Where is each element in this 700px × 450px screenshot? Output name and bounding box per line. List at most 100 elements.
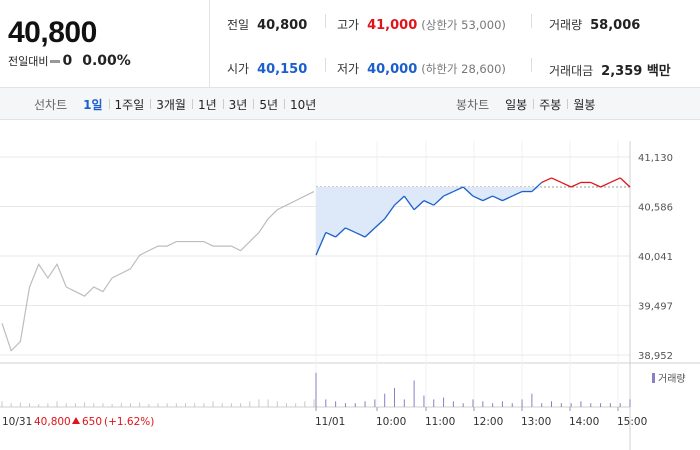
stat-label: 거래대금 — [549, 64, 594, 78]
stat-value: 2,359 백만 — [601, 64, 671, 79]
divider — [325, 14, 326, 28]
stat-label: 시가 — [227, 62, 250, 76]
stat-low: 저가 40,000 (하한가 28,600) — [337, 60, 506, 77]
chart-tab-bar: 선차트 1일 1주일 3개월 1년 3년 5년 10년 봉차트 일봉 주봉 월봉 — [0, 88, 700, 120]
change-label: 전일대비 — [8, 55, 49, 68]
today-line-segment — [590, 181, 601, 188]
stat-amount: 거래대금 2,359 백만 — [549, 60, 671, 79]
stat-open: 시가 40,150 — [227, 60, 307, 77]
divider — [531, 14, 532, 28]
tab-1week[interactable]: 1주일 — [108, 96, 151, 113]
x-tick-label: 14:00 — [569, 416, 599, 428]
today-line-segment — [570, 181, 582, 188]
y-tick-label: 39,497 — [638, 301, 673, 312]
x-tick-label: 11/01 — [315, 416, 345, 428]
change-value: 0 — [62, 53, 73, 69]
x-tick-label: 13:00 — [521, 416, 551, 428]
lower-limit-value: (하한가 28,600) — [421, 62, 506, 76]
stat-value: 40,000 — [367, 62, 418, 77]
today-line-segment — [511, 190, 523, 197]
today-line-segment — [364, 227, 376, 238]
tab-monthly-candle[interactable]: 월봉 — [567, 96, 601, 113]
today-line-segment — [433, 195, 445, 206]
divider — [325, 58, 326, 72]
tab-3years[interactable]: 3년 — [222, 96, 254, 113]
stats-panel: 전일 40,800 고가 41,000 (상한가 53,000) 거래량 58,… — [211, 0, 700, 88]
x-tick-label: 15:00 — [617, 416, 647, 428]
y-tick-label: 40,586 — [638, 202, 673, 213]
stat-value: 58,006 — [590, 18, 641, 33]
stock-summary: 40,800 전일대비 0 0.00% 전일 40,800 고가 41,000 … — [0, 0, 700, 88]
today-line-segment — [384, 204, 396, 220]
tab-1day[interactable]: 1일 — [83, 97, 103, 112]
today-line-segment — [325, 231, 336, 238]
today-line-segment — [315, 232, 327, 256]
prev-day-close: 40,800 — [34, 416, 71, 428]
tab-weekly-candle[interactable]: 주봉 — [533, 96, 567, 113]
today-line-segment — [374, 218, 386, 229]
today-line-segment — [354, 231, 366, 238]
stat-label: 전일 — [227, 18, 250, 32]
tab-3months[interactable]: 3개월 — [150, 96, 192, 113]
x-tick-label: 10:00 — [376, 416, 406, 428]
today-line-segment — [600, 181, 611, 188]
today-line-segment — [335, 227, 346, 238]
volume-legend-label: 거래량 — [658, 373, 686, 385]
x-tick-label: 11:00 — [425, 416, 455, 428]
today-line-segment — [472, 195, 484, 202]
stat-value: 41,000 — [367, 18, 418, 33]
price-chart: 41,130 40,586 40,041 39,497 38,952 거래량 11/01… — [0, 121, 700, 450]
volume-legend-swatch — [652, 373, 655, 383]
flat-change-icon — [50, 59, 61, 63]
today-line-segment — [413, 200, 425, 211]
today-line-segment — [394, 195, 405, 206]
y-tick-label: 38,952 — [638, 351, 673, 362]
today-line-segment — [492, 195, 503, 202]
today-line-segment — [453, 186, 464, 193]
today-line-segment — [403, 195, 415, 211]
chart-svg: 41,130 40,586 40,041 39,497 38,952 거래량 11/01… — [0, 141, 700, 450]
stat-label: 거래량 — [549, 18, 583, 32]
prev-day-rate: (+1.62%) — [104, 416, 154, 428]
y-tick-label: 41,130 — [638, 153, 673, 164]
line-chart-tabs: 선차트 1일 1주일 3개월 1년 3년 5년 10년 — [34, 88, 322, 120]
today-line-segment — [482, 195, 493, 202]
up-triangle-icon — [72, 417, 80, 424]
today-line-segment — [610, 177, 621, 184]
today-line-segment — [531, 181, 543, 193]
stat-prev-close: 전일 40,800 — [227, 16, 307, 33]
tab-daily-candle[interactable]: 일봉 — [505, 97, 528, 112]
candle-chart-label: 봉차트 — [456, 97, 490, 112]
tab-10years[interactable]: 10년 — [284, 96, 322, 113]
tab-5years[interactable]: 5년 — [253, 96, 284, 113]
x-tick-label: 12:00 — [473, 416, 503, 428]
today-line-segment — [561, 181, 572, 188]
line-chart-label: 선차트 — [34, 97, 68, 112]
prev-day-change: 650 — [82, 416, 102, 428]
candle-chart-tabs: 봉차트 일봉 주봉 월봉 — [456, 88, 601, 120]
change-row: 전일대비 0 0.00% — [8, 53, 131, 69]
prev-day-line — [1, 191, 315, 352]
stat-value: 40,800 — [257, 18, 308, 33]
price-box: 40,800 전일대비 0 0.00% — [0, 0, 210, 88]
today-line-segment — [462, 186, 474, 197]
current-price: 40,800 — [8, 16, 97, 49]
stat-label: 저가 — [337, 62, 360, 76]
y-tick-label: 40,041 — [638, 252, 673, 263]
stat-high: 고가 41,000 (상한가 53,000) — [337, 16, 506, 33]
tab-1year[interactable]: 1년 — [191, 96, 223, 113]
today-line-segment — [502, 195, 513, 202]
stat-value: 40,150 — [257, 62, 308, 77]
divider — [531, 58, 532, 72]
today-line-segment — [443, 190, 454, 197]
stat-label: 고가 — [337, 18, 360, 32]
change-rate: 0.00% — [82, 53, 131, 69]
today-line-segment — [551, 177, 562, 184]
upper-limit-value: (상한가 53,000) — [421, 18, 506, 32]
today-line-segment — [345, 227, 356, 234]
stat-volume: 거래량 58,006 — [549, 16, 640, 33]
today-line-segment — [541, 177, 552, 184]
today-line-segment — [423, 200, 435, 206]
prev-day-date: 10/31 — [2, 416, 32, 428]
below-close-fill — [316, 187, 630, 256]
